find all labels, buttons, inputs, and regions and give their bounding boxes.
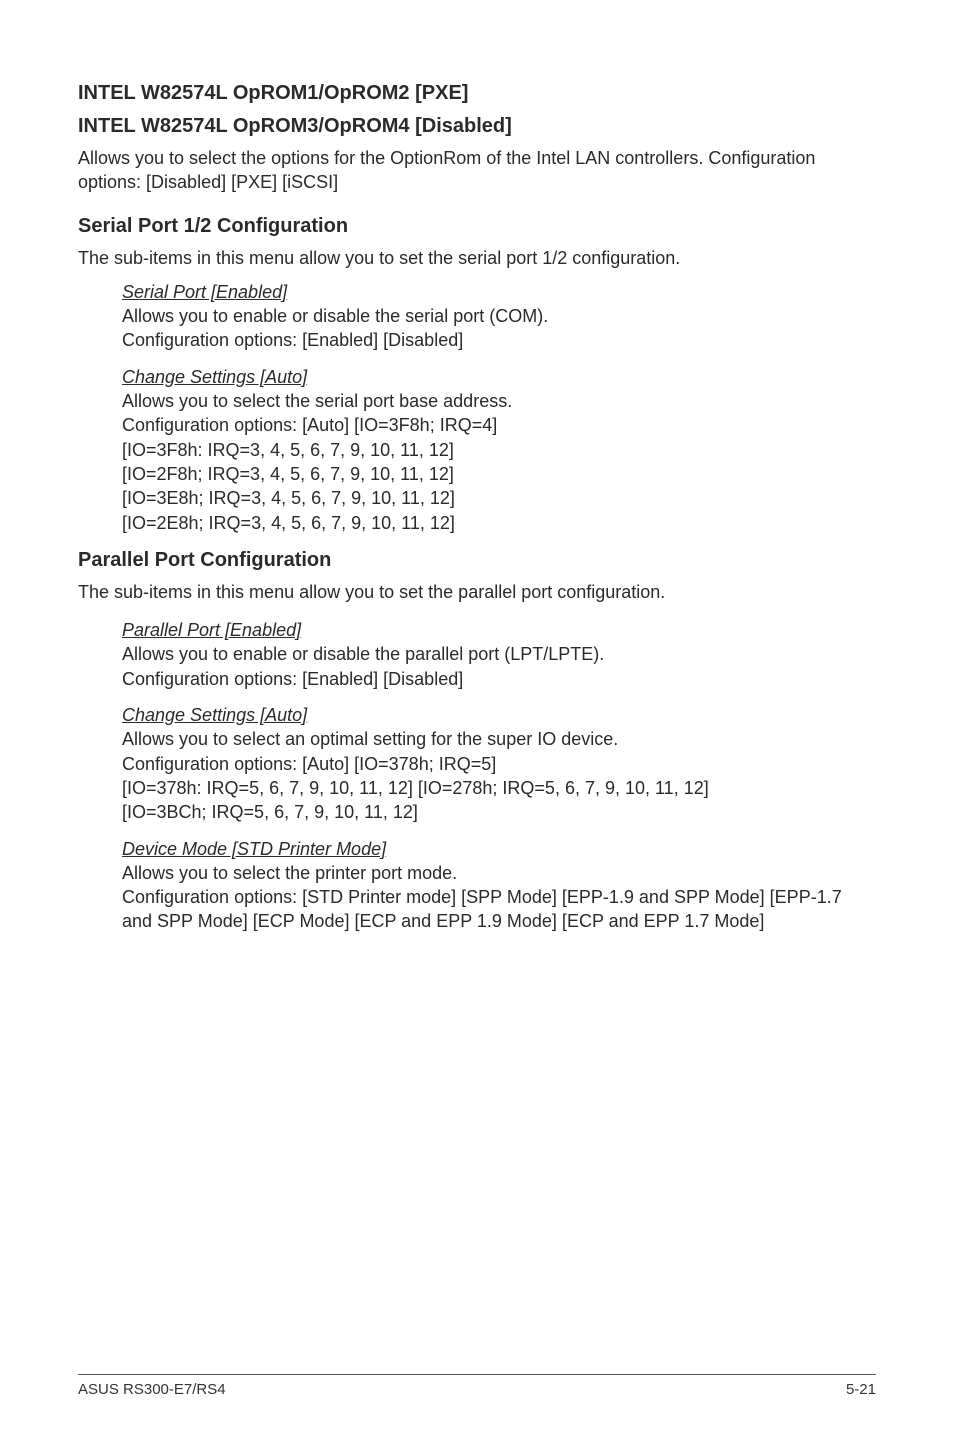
item-title: Device Mode [STD Printer Mode] [122,837,876,861]
item-line: [IO=3E8h; IRQ=3, 4, 5, 6, 7, 9, 10, 11, … [122,486,876,510]
item-parallel-port-enabled: Parallel Port [Enabled] Allows you to en… [78,618,876,691]
item-device-mode: Device Mode [STD Printer Mode] Allows yo… [78,837,876,934]
footer-right: 5-21 [846,1381,876,1398]
item-line: Allows you to select the serial port bas… [122,389,876,413]
item-line: Configuration options: [Auto] [IO=378h; … [122,752,876,776]
item-line: [IO=3F8h: IRQ=3, 4, 5, 6, 7, 9, 10, 11, … [122,438,876,462]
item-line: Configuration options: [Enabled] [Disabl… [122,667,876,691]
item-change-settings: Change Settings [Auto] Allows you to sel… [78,365,876,535]
item-line: Allows you to enable or disable the seri… [122,304,876,328]
item-line: [IO=378h: IRQ=5, 6, 7, 9, 10, 11, 12] [I… [122,776,876,800]
heading-line: Parallel Port Configuration [78,547,876,574]
section-parallel-port: Parallel Port Configuration The sub-item… [78,547,876,934]
item-line: Configuration options: [Auto] [IO=3F8h; … [122,413,876,437]
item-line: [IO=2F8h; IRQ=3, 4, 5, 6, 7, 9, 10, 11, … [122,462,876,486]
body-text: The sub-items in this menu allow you to … [78,580,876,604]
item-title: Change Settings [Auto] [122,365,876,389]
item-line: Configuration options: [STD Printer mode… [122,885,876,934]
item-change-settings-parallel: Change Settings [Auto] Allows you to sel… [78,703,876,824]
page: INTEL W82574L OpROM1/OpROM2 [PXE] INTEL … [0,0,954,1438]
body-text: Allows you to select the options for the… [78,146,876,195]
item-title: Parallel Port [Enabled] [122,618,876,642]
section-serial-port: Serial Port 1/2 Configuration The sub-it… [78,213,876,535]
heading-line: Serial Port 1/2 Configuration [78,213,876,240]
item-line: Configuration options: [Enabled] [Disabl… [122,328,876,352]
item-line: [IO=2E8h; IRQ=3, 4, 5, 6, 7, 9, 10, 11, … [122,511,876,535]
item-serial-port-enabled: Serial Port [Enabled] Allows you to enab… [78,280,876,353]
page-footer: ASUS RS300-E7/RS4 5-21 [78,1374,876,1398]
item-title: Change Settings [Auto] [122,703,876,727]
item-line: Allows you to select the printer port mo… [122,861,876,885]
heading-line: INTEL W82574L OpROM3/OpROM4 [Disabled] [78,113,876,140]
body-text: The sub-items in this menu allow you to … [78,246,876,270]
item-line: [IO=3BCh; IRQ=5, 6, 7, 9, 10, 11, 12] [122,800,876,824]
item-title: Serial Port [Enabled] [122,280,876,304]
footer-left: ASUS RS300-E7/RS4 [78,1381,226,1398]
item-line: Allows you to enable or disable the para… [122,642,876,666]
section-intel-oprom: INTEL W82574L OpROM1/OpROM2 [PXE] INTEL … [78,80,876,195]
item-line: Allows you to select an optimal setting … [122,727,876,751]
heading-line: INTEL W82574L OpROM1/OpROM2 [PXE] [78,80,876,107]
